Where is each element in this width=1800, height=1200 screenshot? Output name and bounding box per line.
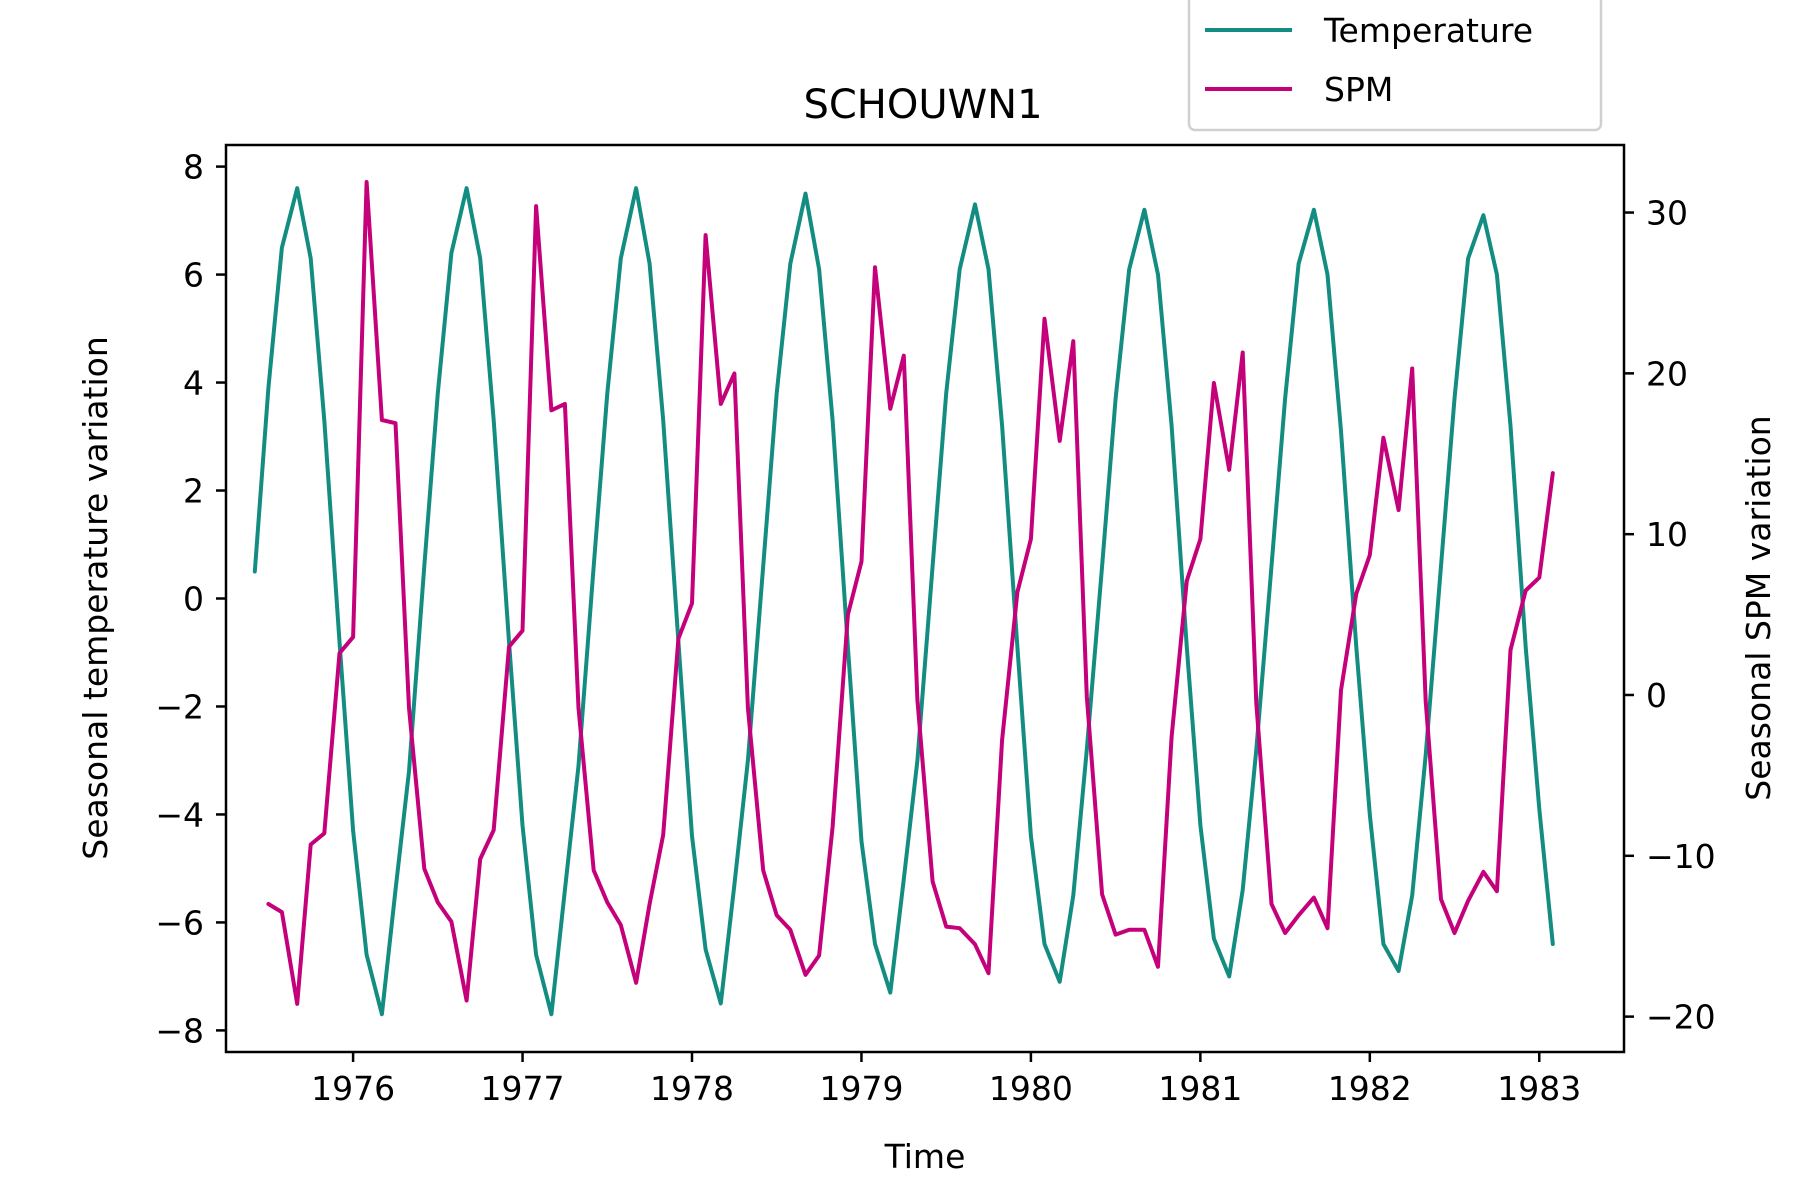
y-right-tick-label: 10 bbox=[1646, 515, 1688, 554]
y-right-tick-label: −10 bbox=[1646, 837, 1716, 876]
legend-label-temperature: Temperature bbox=[1323, 11, 1533, 50]
y-left-tick-label: −4 bbox=[155, 795, 204, 834]
x-tick-label: 1983 bbox=[1497, 1069, 1581, 1108]
y-left-tick-label: 6 bbox=[183, 256, 204, 295]
x-tick-label: 1977 bbox=[481, 1069, 565, 1108]
y-left-tick-label: −2 bbox=[155, 687, 204, 726]
y-left-tick-label: −8 bbox=[155, 1011, 204, 1050]
y-left-tick-label: 0 bbox=[183, 580, 204, 619]
y-right-tick-label: 0 bbox=[1646, 676, 1667, 715]
legend-frame bbox=[1187, 0, 1603, 132]
plot-area-frame bbox=[224, 143, 1626, 1054]
y-axis-left-label: Seasonal temperature variation bbox=[76, 336, 115, 860]
x-tick-label: 1980 bbox=[989, 1069, 1073, 1108]
x-tick-label: 1976 bbox=[311, 1069, 395, 1108]
y-axis-left: 8 6 4 2 0 −2 −4 −6 −8 bbox=[155, 148, 226, 1050]
x-tick-label: 1981 bbox=[1158, 1069, 1242, 1108]
y-right-tick-label: 30 bbox=[1646, 194, 1688, 233]
chart-title: SCHOUWN1 bbox=[803, 82, 1042, 128]
y-right-tick-label: 20 bbox=[1646, 354, 1688, 393]
x-axis-label: Time bbox=[884, 1137, 966, 1176]
y-left-tick-label: −6 bbox=[155, 903, 204, 942]
y-left-tick-label: 2 bbox=[183, 472, 204, 511]
y-axis-right-label: Seasonal SPM variation bbox=[1739, 415, 1778, 800]
y-right-tick-label: −20 bbox=[1646, 998, 1716, 1037]
y-left-tick-label: 8 bbox=[183, 148, 204, 187]
x-tick-label: 1978 bbox=[650, 1069, 734, 1108]
series-line-spm bbox=[266, 180, 1555, 1006]
x-axis: 1976 1977 1978 1979 1980 1981 1982 1983 bbox=[311, 1052, 1581, 1108]
x-tick-label: 1982 bbox=[1328, 1069, 1412, 1108]
legend: Temperature SPM bbox=[1187, 0, 1603, 132]
series-layer bbox=[252, 180, 1555, 1017]
y-axis-right: 30 20 10 0 −10 −20 bbox=[1624, 194, 1716, 1037]
x-tick-label: 1979 bbox=[819, 1069, 903, 1108]
legend-label-spm: SPM bbox=[1324, 70, 1393, 109]
series-line-temperature bbox=[252, 186, 1555, 1017]
y-left-tick-label: 4 bbox=[183, 364, 204, 403]
